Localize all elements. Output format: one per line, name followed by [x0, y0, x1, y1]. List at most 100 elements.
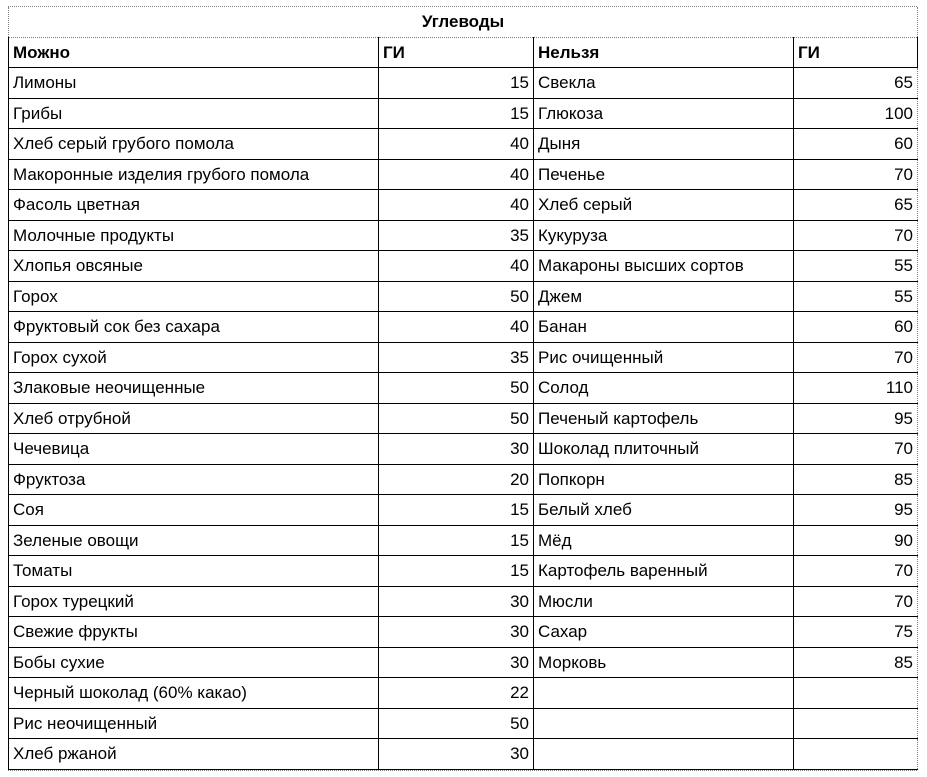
- table-row: Лимоны15Свекла65: [9, 68, 918, 99]
- cell-forbidden: Картофель варенный: [534, 556, 794, 587]
- table-header-row: Можно ГИ Нельзя ГИ: [9, 37, 918, 68]
- cell-allowed: Хлопья овсяные: [9, 251, 379, 282]
- cell-forbidden: Морковь: [534, 647, 794, 678]
- cell-forbidden: Макароны высших сортов: [534, 251, 794, 282]
- cell-gi-forbidden: 90: [794, 525, 918, 556]
- cell-gi-forbidden: 70: [794, 586, 918, 617]
- cell-gi-forbidden: 70: [794, 556, 918, 587]
- cell-gi-forbidden: 65: [794, 190, 918, 221]
- table-row: Горох50Джем55: [9, 281, 918, 312]
- cell-gi-forbidden: 70: [794, 342, 918, 373]
- cell-allowed: Фруктоза: [9, 464, 379, 495]
- table-row: Горох сухой35Рис очищенный70: [9, 342, 918, 373]
- cell-gi-forbidden: 70: [794, 220, 918, 251]
- cell-gi-forbidden: 110: [794, 373, 918, 404]
- table-row: Хлопья овсяные40Макароны высших сортов55: [9, 251, 918, 282]
- cell-gi-allowed: 30: [379, 647, 534, 678]
- cell-gi-allowed: 50: [379, 708, 534, 739]
- cell-gi-forbidden: [794, 708, 918, 739]
- cell-gi-allowed: 35: [379, 342, 534, 373]
- cell-gi-allowed: 30: [379, 617, 534, 648]
- cell-allowed: Чечевица: [9, 434, 379, 465]
- cell-gi-forbidden: 75: [794, 617, 918, 648]
- cell-allowed: Свежие фрукты: [9, 617, 379, 648]
- cell-gi-forbidden: [794, 678, 918, 709]
- table-row: Чечевица30Шоколад плиточный70: [9, 434, 918, 465]
- cell-allowed: Горох сухой: [9, 342, 379, 373]
- cell-gi-allowed: 35: [379, 220, 534, 251]
- cell-gi-allowed: 15: [379, 98, 534, 129]
- cell-gi-allowed: 50: [379, 373, 534, 404]
- column-header-allowed: Можно: [9, 37, 379, 68]
- cell-gi-forbidden: 70: [794, 434, 918, 465]
- table-row: Хлеб ржаной30: [9, 739, 918, 770]
- cell-forbidden: Свекла: [534, 68, 794, 99]
- table-row: Соя15Белый хлеб95: [9, 495, 918, 526]
- cell-gi-allowed: 22: [379, 678, 534, 709]
- cell-gi-forbidden: 95: [794, 495, 918, 526]
- cell-gi-allowed: 15: [379, 68, 534, 99]
- table-row: Зеленые овощи15Мёд90: [9, 525, 918, 556]
- cell-allowed: Рис неочищенный: [9, 708, 379, 739]
- cell-allowed: Хлеб ржаной: [9, 739, 379, 770]
- cell-gi-allowed: 50: [379, 403, 534, 434]
- carbohydrates-table: Углеводы Можно ГИ Нельзя ГИ Лимоны15Свек…: [8, 7, 918, 770]
- cell-allowed: Горох: [9, 281, 379, 312]
- cell-gi-allowed: 30: [379, 739, 534, 770]
- cell-gi-forbidden: 85: [794, 464, 918, 495]
- cell-gi-forbidden: 60: [794, 312, 918, 343]
- cell-allowed: Хлеб серый грубого помола: [9, 129, 379, 160]
- cell-forbidden: Шоколад плиточный: [534, 434, 794, 465]
- cell-gi-forbidden: 65: [794, 68, 918, 99]
- cell-forbidden: Глюкоза: [534, 98, 794, 129]
- cell-forbidden: Кукуруза: [534, 220, 794, 251]
- cell-allowed: Молочные продукты: [9, 220, 379, 251]
- table-title-row: Углеводы: [9, 7, 918, 37]
- cell-gi-forbidden: 55: [794, 281, 918, 312]
- cell-forbidden: Банан: [534, 312, 794, 343]
- cell-gi-allowed: 30: [379, 586, 534, 617]
- cell-forbidden: Белый хлеб: [534, 495, 794, 526]
- cell-forbidden: [534, 739, 794, 770]
- cell-gi-allowed: 40: [379, 251, 534, 282]
- cell-forbidden: Сахар: [534, 617, 794, 648]
- cell-forbidden: Дыня: [534, 129, 794, 160]
- cell-allowed: Горох турецкий: [9, 586, 379, 617]
- table-row: Хлеб отрубной50Печеный картофель95: [9, 403, 918, 434]
- cell-allowed: Зеленые овощи: [9, 525, 379, 556]
- table-row: Фасоль цветная40Хлеб серый65: [9, 190, 918, 221]
- cell-allowed: Фасоль цветная: [9, 190, 379, 221]
- cell-gi-allowed: 15: [379, 525, 534, 556]
- cell-forbidden: Попкорн: [534, 464, 794, 495]
- column-header-gi-forbidden: ГИ: [794, 37, 918, 68]
- cell-gi-allowed: 50: [379, 281, 534, 312]
- cell-allowed: Макоронные изделия грубого помола: [9, 159, 379, 190]
- cell-forbidden: Солод: [534, 373, 794, 404]
- table-row: Горох турецкий30Мюсли70: [9, 586, 918, 617]
- cell-gi-allowed: 40: [379, 159, 534, 190]
- table-row: Хлеб серый грубого помола40Дыня60: [9, 129, 918, 160]
- cell-allowed: Бобы сухие: [9, 647, 379, 678]
- table-row: Томаты15Картофель варенный70: [9, 556, 918, 587]
- cell-allowed: Фруктовый сок без сахара: [9, 312, 379, 343]
- column-header-forbidden: Нельзя: [534, 37, 794, 68]
- cell-gi-forbidden: [794, 739, 918, 770]
- table-row: Молочные продукты35Кукуруза70: [9, 220, 918, 251]
- cell-gi-allowed: 15: [379, 556, 534, 587]
- cell-allowed: Злаковые неочищенные: [9, 373, 379, 404]
- cell-forbidden: [534, 708, 794, 739]
- cell-gi-forbidden: 100: [794, 98, 918, 129]
- table-row: Грибы15Глюкоза100: [9, 98, 918, 129]
- table-row: Фруктоза20Попкорн85: [9, 464, 918, 495]
- cell-forbidden: Хлеб серый: [534, 190, 794, 221]
- table-title: Углеводы: [9, 7, 918, 37]
- cell-gi-allowed: 40: [379, 312, 534, 343]
- cell-forbidden: Печеный картофель: [534, 403, 794, 434]
- table-row: Злаковые неочищенные50Солод110: [9, 373, 918, 404]
- cell-gi-allowed: 15: [379, 495, 534, 526]
- carbohydrates-table-container: Углеводы Можно ГИ Нельзя ГИ Лимоны15Свек…: [8, 6, 917, 771]
- cell-allowed: Грибы: [9, 98, 379, 129]
- cell-gi-forbidden: 95: [794, 403, 918, 434]
- cell-forbidden: Рис очищенный: [534, 342, 794, 373]
- cell-gi-forbidden: 60: [794, 129, 918, 160]
